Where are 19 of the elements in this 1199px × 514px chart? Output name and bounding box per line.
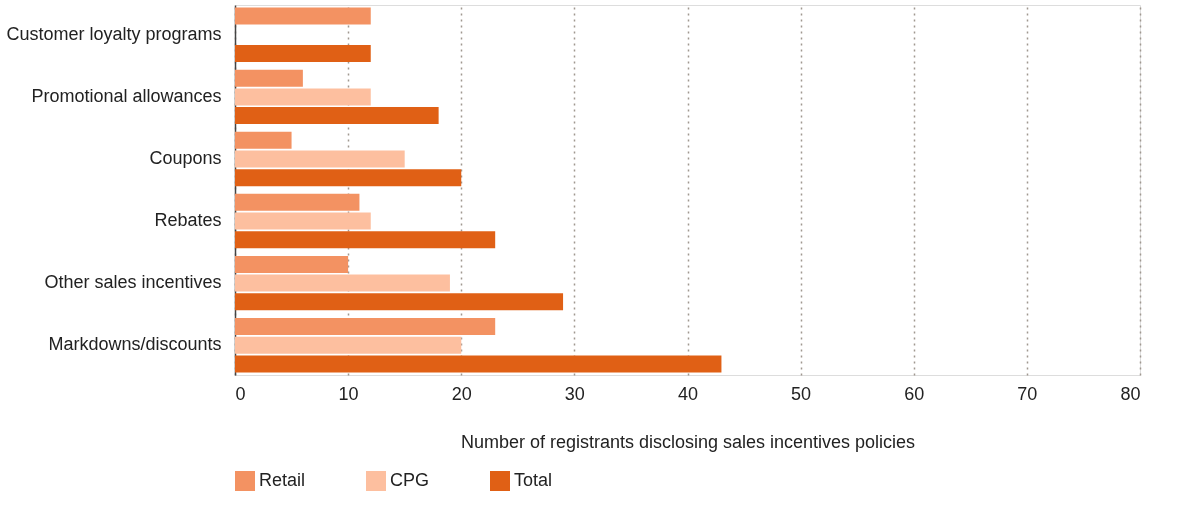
x-tick-label: 0 [235,383,246,404]
x-tick-label: 20 [451,383,472,404]
y-tick-label: Markdowns/discounts [48,334,222,355]
x-tick-label: 40 [677,383,699,404]
legend-label: CPG [390,470,430,490]
x-tick-label: 50 [791,383,812,404]
x-tick-label: 60 [904,383,925,404]
x-tick-label: 80 [1120,383,1141,404]
y-tick-label: Rebates [154,210,222,231]
legend-label: Retail [259,470,306,490]
x-tick-label: 10 [338,383,359,404]
y-tick-label: Coupons [149,147,222,168]
y-tick-label: Other sales incentives [44,272,222,293]
y-tick-label: Promotional allowances [31,85,222,106]
x-tick-label: 30 [564,383,585,404]
legend-label: Total [514,470,553,490]
x-axis-title: Number of registrants disclosing sales incentives policies [460,431,916,452]
x-tick-label: 70 [1017,383,1038,404]
y-tick-label: Customer loyalty programs [6,23,222,44]
